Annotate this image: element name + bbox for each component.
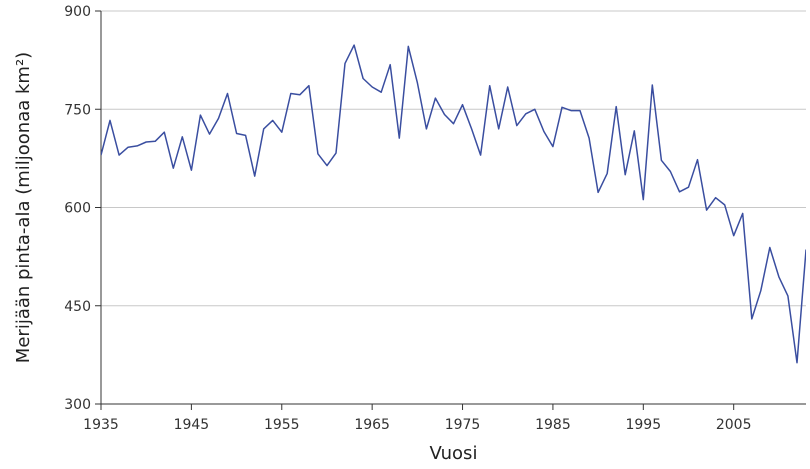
y-tick-label: 450 (64, 299, 91, 315)
x-tick-label: 1985 (535, 417, 571, 433)
gridlines (101, 10, 806, 405)
axes (95, 10, 806, 410)
x-tick-label: 1965 (354, 417, 390, 433)
x-tick-label: 1955 (264, 417, 300, 433)
y-tick-label: 600 (64, 201, 91, 217)
y-tick-label: 750 (64, 102, 91, 118)
series-line-0 (101, 44, 806, 364)
y-tick-label: 300 (64, 397, 91, 413)
x-tick-label: 2005 (716, 417, 752, 433)
y-axis-title: Merijään pinta-ala (miljoonaa km²) (13, 52, 34, 363)
y-tick-label: 900 (64, 4, 91, 20)
series (101, 44, 806, 364)
x-tick-label: 1975 (445, 417, 481, 433)
x-tick-label: 1995 (625, 417, 661, 433)
x-tick-label: 1935 (83, 417, 119, 433)
tick-labels: 300 450 600 750 900 1935 1945 1955 1965 1975 1985 1… (64, 4, 751, 433)
x-axis-title: Vuosi (430, 443, 478, 464)
x-tick-label: 1945 (174, 417, 210, 433)
